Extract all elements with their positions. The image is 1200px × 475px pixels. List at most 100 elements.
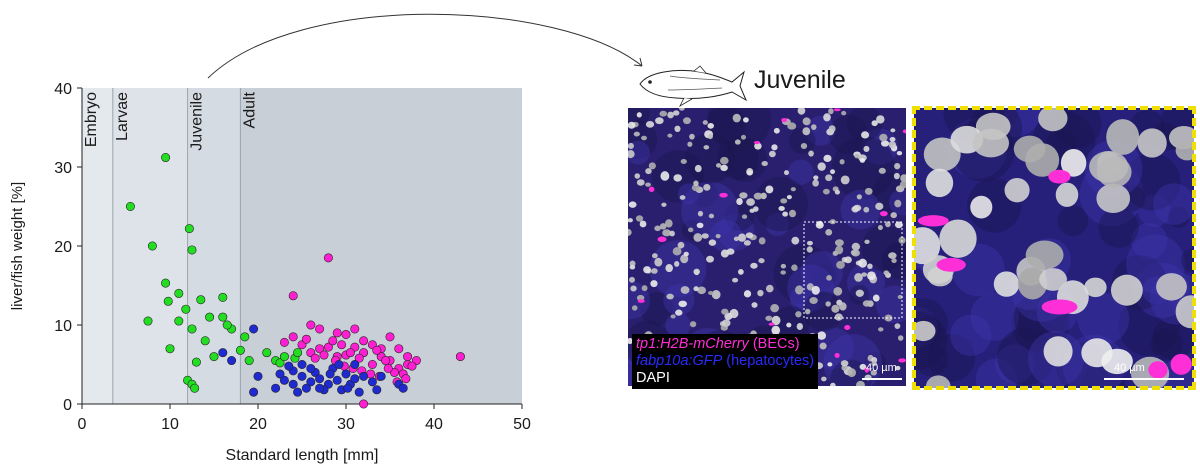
nucleus	[693, 180, 699, 187]
green-point	[262, 348, 272, 358]
nucleus	[813, 175, 819, 180]
magenta-point	[319, 350, 329, 360]
green-point	[174, 316, 184, 326]
nucleus	[670, 314, 676, 319]
blue-point	[297, 371, 307, 381]
nucleus	[804, 308, 811, 315]
nucleus	[736, 198, 743, 206]
cytoplasm-texture	[709, 219, 743, 253]
cytoplasm-texture	[1167, 206, 1190, 228]
nucleus	[734, 139, 741, 145]
nucleus	[1043, 336, 1073, 367]
nucleus	[729, 308, 739, 319]
nucleus	[687, 141, 693, 147]
nucleus	[654, 225, 661, 232]
zoom-nuclei-layer	[914, 108, 1194, 388]
nucleus	[797, 108, 806, 115]
x-tick-label: 20	[249, 416, 267, 433]
nucleus	[715, 234, 721, 239]
nucleus	[771, 315, 781, 326]
cytoplasm-texture	[649, 240, 707, 298]
nucleus	[732, 113, 741, 123]
green-point	[218, 312, 228, 322]
nucleus	[745, 232, 754, 239]
blue-point	[341, 369, 351, 379]
nucleus	[835, 245, 844, 255]
nucleus	[878, 327, 884, 332]
nucleus	[666, 293, 674, 300]
zebrafish-icon	[639, 65, 748, 108]
nucleus	[795, 285, 804, 295]
green-point	[187, 245, 197, 255]
blue-point	[284, 361, 294, 371]
nucleus	[628, 228, 632, 236]
nucleus	[1110, 274, 1143, 306]
magenta-point	[381, 356, 391, 366]
nucleus	[834, 189, 840, 195]
nucleus	[833, 287, 843, 296]
magenta-point	[288, 332, 298, 342]
nucleus	[678, 300, 688, 308]
nucleus	[800, 142, 808, 150]
bec-nucleus	[1041, 299, 1078, 315]
cytoplasm-texture	[823, 334, 883, 386]
nucleus	[778, 206, 785, 211]
nucleus	[660, 171, 670, 181]
nucleus	[636, 294, 645, 301]
legend-line-hepatocytes: fabp10a:GFP (hepatocytes)	[636, 353, 814, 370]
nucleus	[746, 170, 753, 176]
nucleus	[856, 194, 862, 200]
nucleus	[841, 364, 848, 371]
nucleus	[823, 113, 831, 122]
nucleus	[771, 144, 778, 151]
bec-nucleus	[902, 129, 906, 134]
y-tick-label: 40	[54, 81, 72, 98]
nucleus	[689, 133, 695, 140]
nucleus	[1060, 149, 1087, 177]
blue-point	[372, 385, 382, 395]
nucleus	[1106, 119, 1140, 155]
nucleus	[834, 313, 843, 321]
nucleus	[811, 285, 820, 295]
bec-nucleus	[1048, 169, 1071, 184]
nucleus	[812, 179, 819, 187]
x-tick-label: 0	[78, 416, 87, 433]
bec-nucleus	[834, 352, 840, 358]
nucleus	[891, 258, 897, 264]
nucleus	[1175, 140, 1194, 161]
nucleus	[650, 268, 658, 274]
nucleus	[864, 187, 873, 195]
nucleus	[662, 229, 672, 237]
nucleus	[897, 294, 903, 300]
x-axis-title: Standard length [mm]	[226, 447, 379, 464]
nucleus	[863, 145, 870, 153]
nucleus	[970, 195, 993, 219]
nucleus	[635, 215, 644, 222]
nucleus	[654, 257, 663, 267]
zoom-region-box	[803, 221, 903, 319]
channel-legend: tp1:H2B-mCherry (BECs) fabp10a:GFP (hepa…	[632, 334, 819, 389]
nucleus	[823, 154, 832, 163]
blue-point	[218, 348, 228, 358]
nucleus	[925, 168, 954, 198]
cytoplasm-texture	[800, 251, 843, 294]
nucleus	[870, 369, 877, 376]
nucleus	[636, 179, 645, 186]
cytoplasm-texture	[997, 327, 1055, 386]
nucleus	[707, 134, 713, 140]
nucleus	[855, 289, 864, 297]
nucleus	[888, 252, 897, 259]
blue-point	[398, 383, 408, 393]
cytoplasm-texture	[995, 344, 1035, 384]
nucleus	[765, 284, 774, 293]
legend-line-becs: tp1:H2B-mCherry (BECs)	[636, 336, 814, 353]
nucleus	[678, 108, 685, 111]
bec-nucleus	[1170, 353, 1192, 375]
cytoplasm-texture	[846, 108, 883, 142]
cytoplasm-texture	[1150, 328, 1183, 361]
blue-point	[350, 374, 360, 384]
nucleus	[821, 376, 827, 382]
cytoplasm-texture	[952, 243, 1005, 297]
green-point	[143, 316, 153, 326]
nucleus	[680, 254, 689, 264]
